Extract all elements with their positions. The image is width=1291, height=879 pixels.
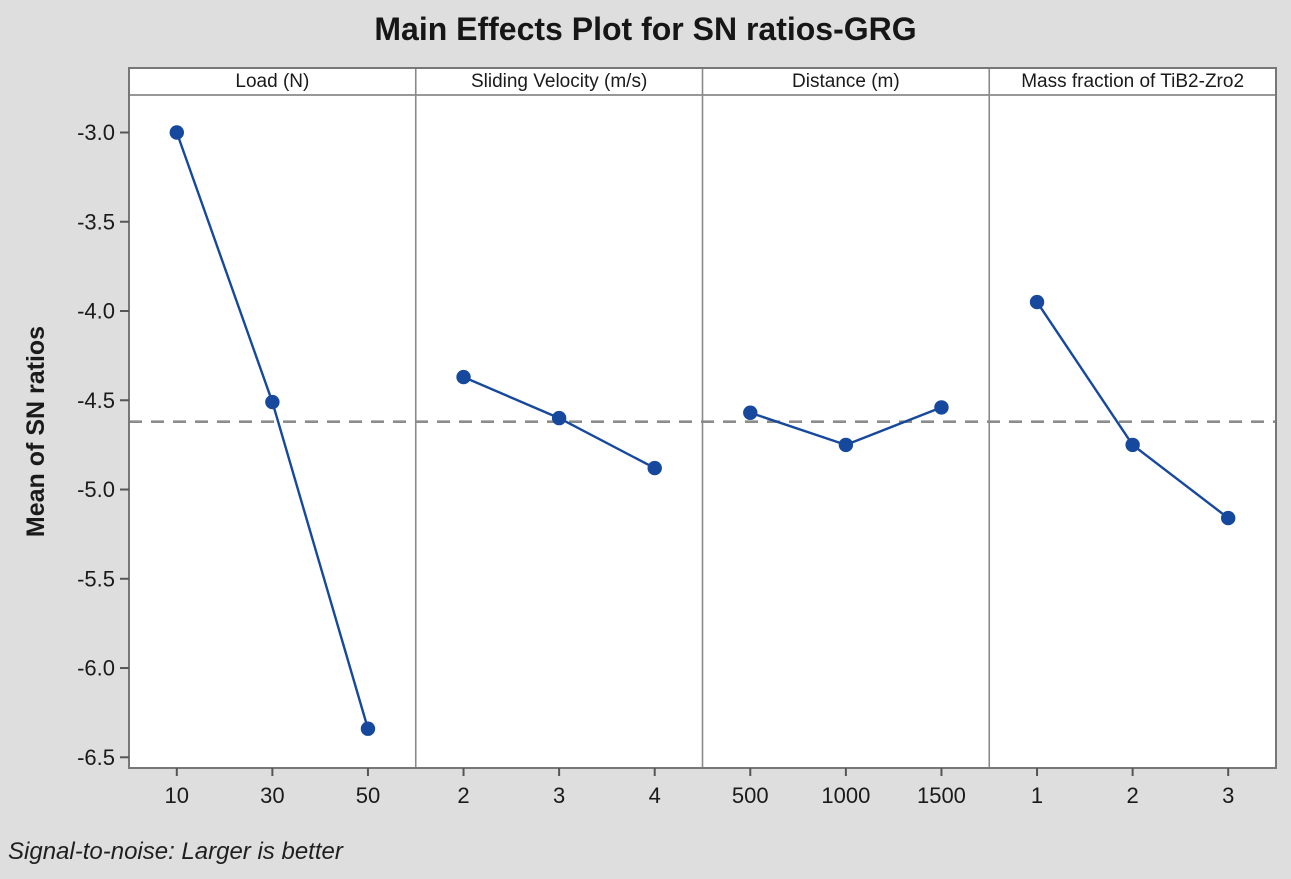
data-point — [551, 410, 567, 426]
x-tick-label: 50 — [356, 783, 380, 808]
y-tick-label: -6.5 — [77, 745, 115, 770]
y-tick-label: -6.0 — [77, 656, 115, 681]
x-tick-label: 3 — [1222, 783, 1234, 808]
data-point — [934, 400, 949, 415]
x-tick-label: 2 — [1127, 783, 1139, 808]
data-point — [265, 394, 280, 410]
chart-title: Main Effects Plot for SN ratios-GRG — [374, 11, 917, 47]
x-tick-label: 1500 — [917, 783, 966, 808]
y-tick-label: -3.0 — [77, 120, 115, 145]
plot-border — [128, 67, 1277, 769]
y-tick-label: -5.5 — [77, 566, 115, 591]
x-tick-label: 500 — [732, 783, 769, 808]
data-point — [360, 721, 376, 736]
data-point — [1221, 510, 1236, 526]
data-point — [456, 369, 471, 385]
data-point — [1125, 437, 1140, 453]
y-tick-label: -4.0 — [77, 299, 115, 324]
panel-label: Mass fraction of TiB2-Zro2 — [1021, 71, 1244, 92]
panel-label: Distance (m) — [792, 71, 900, 92]
footnote: Signal-to-noise: Larger is better — [8, 838, 343, 865]
y-tick-label: -5.0 — [77, 477, 115, 502]
x-tick-label: 1000 — [821, 783, 870, 808]
data-point — [743, 405, 758, 420]
x-tick-label: 10 — [165, 783, 189, 808]
x-tick-label: 4 — [649, 783, 661, 808]
x-tick-label: 3 — [553, 783, 565, 808]
data-point — [647, 460, 662, 476]
x-tick-label: 1 — [1031, 783, 1043, 808]
data-point — [1029, 294, 1045, 310]
data-point — [169, 125, 184, 140]
y-tick-label: -3.5 — [77, 209, 115, 234]
panel-label: Load (N) — [235, 71, 309, 92]
x-tick-label: 2 — [457, 783, 469, 808]
x-tick-label: 30 — [260, 783, 284, 808]
y-tick-label: -4.5 — [77, 388, 115, 413]
data-point — [838, 437, 854, 453]
y-axis-title: Mean of SN ratios — [22, 326, 50, 537]
panel-label: Sliding Velocity (m/s) — [471, 71, 647, 92]
